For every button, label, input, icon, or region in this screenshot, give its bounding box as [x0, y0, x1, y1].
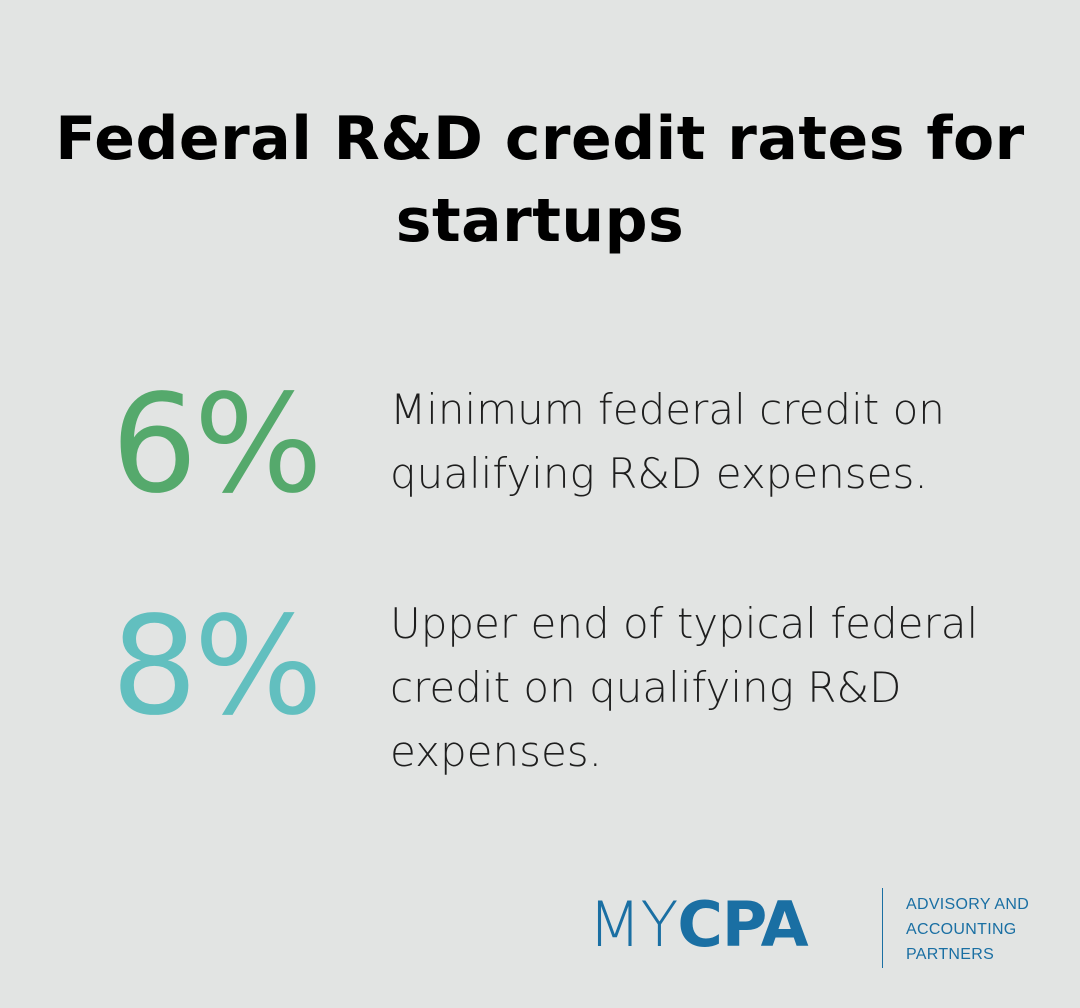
logo-cpa: CPA	[677, 888, 808, 961]
stat-value: 8%	[111, 588, 323, 746]
stat-value: 6%	[111, 366, 323, 524]
page-title: Federal R&D credit rates for startups	[55, 104, 1025, 256]
stat-description: Upper end of typical federal credit on q…	[390, 599, 979, 776]
logo-my: MY	[588, 888, 678, 961]
logo-tagline: ADVISORY AND ACCOUNTING PARTNERS	[906, 892, 1029, 967]
mycpa-logo: MYCPA ADVISORY AND ACCOUNTING PARTNERS	[588, 884, 1058, 974]
logo-wordmark: MYCPA	[588, 888, 809, 962]
stat-description: Minimum federal credit on qualifying R&D…	[390, 385, 945, 498]
logo-tagline-line: ACCOUNTING	[906, 921, 1017, 938]
logo-divider	[882, 888, 883, 968]
logo-tagline-line: ADVISORY AND	[906, 896, 1030, 913]
logo-tagline-line: PARTNERS	[906, 946, 995, 963]
